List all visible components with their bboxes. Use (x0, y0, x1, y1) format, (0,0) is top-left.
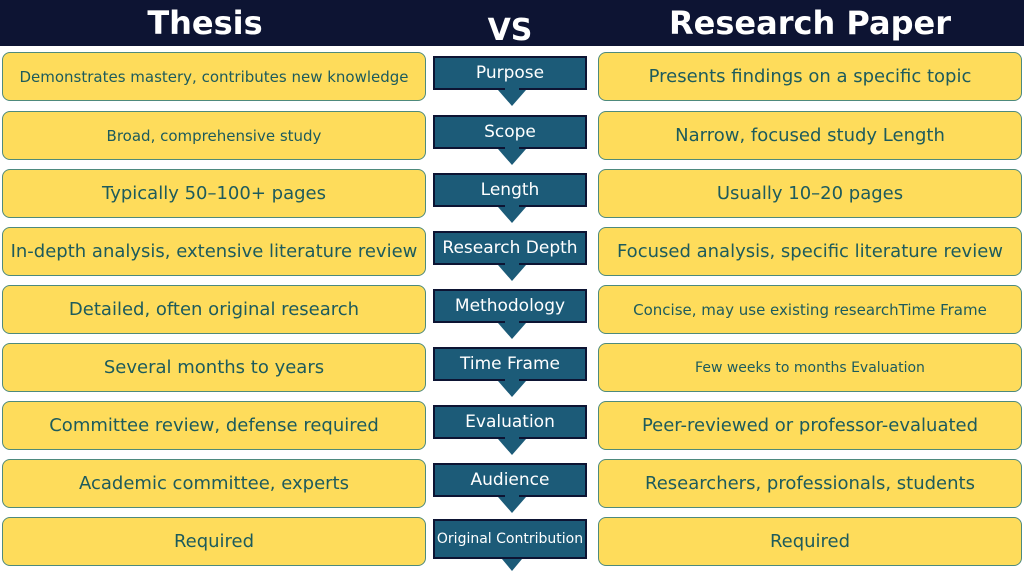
down-arrow-icon (498, 201, 526, 223)
down-arrow-icon (498, 491, 526, 513)
vs-label: VS (487, 13, 533, 48)
paper-methodology: Concise, may use existing researchTime F… (598, 285, 1022, 334)
thesis-methodology: Detailed, often original research (2, 285, 426, 334)
paper-original-contribution: Required (598, 517, 1022, 566)
row-research-depth: In-depth analysis, extensive literature … (0, 227, 1024, 281)
thesis-title: Thesis (147, 4, 263, 42)
thesis-original-contribution: Required (2, 517, 426, 566)
down-arrow-icon (498, 317, 526, 339)
row-scope: Broad, comprehensive study Scope Narrow,… (0, 111, 1024, 165)
row-methodology: Detailed, often original research Method… (0, 285, 1024, 339)
row-original-contribution: Required Original Contribution Required (0, 517, 1024, 571)
down-arrow-icon (502, 549, 522, 571)
header-bar: Thesis VS Research Paper (0, 0, 1024, 48)
down-arrow-icon (498, 433, 526, 455)
row-audience: Academic committee, experts Audience Res… (0, 459, 1024, 513)
down-arrow-icon (498, 143, 526, 165)
paper-scope: Narrow, focused study Length (598, 111, 1022, 160)
down-arrow-icon (498, 375, 526, 397)
thesis-research-depth: In-depth analysis, extensive literature … (2, 227, 426, 276)
paper-audience: Researchers, professionals, students (598, 459, 1022, 508)
thesis-purpose: Demonstrates mastery, contributes new kn… (2, 52, 426, 101)
thesis-audience: Academic committee, experts (2, 459, 426, 508)
paper-purpose: Presents findings on a specific topic (598, 52, 1022, 101)
criterion-research-depth: Research Depth (433, 231, 587, 265)
paper-research-depth: Focused analysis, specific literature re… (598, 227, 1022, 276)
thesis-time-frame: Several months to years (2, 343, 426, 392)
row-time-frame: Several months to years Time Frame Few w… (0, 343, 1024, 397)
thesis-scope: Broad, comprehensive study (2, 111, 426, 160)
row-purpose: Demonstrates mastery, contributes new kn… (0, 52, 1024, 106)
down-arrow-icon (498, 259, 526, 281)
down-arrow-icon (498, 84, 526, 106)
criterion-time-frame: Time Frame (433, 347, 587, 381)
paper-time-frame: Few weeks to months Evaluation (598, 343, 1022, 392)
paper-evaluation: Peer-reviewed or professor-evaluated (598, 401, 1022, 450)
thesis-length: Typically 50–100+ pages (2, 169, 426, 218)
row-length: Typically 50–100+ pages Length Usually 1… (0, 169, 1024, 223)
paper-length: Usually 10–20 pages (598, 169, 1022, 218)
criterion-scope: Scope (433, 115, 587, 149)
thesis-evaluation: Committee review, defense required (2, 401, 426, 450)
research-paper-title: Research Paper (669, 4, 951, 42)
row-evaluation: Committee review, defense required Evalu… (0, 401, 1024, 455)
